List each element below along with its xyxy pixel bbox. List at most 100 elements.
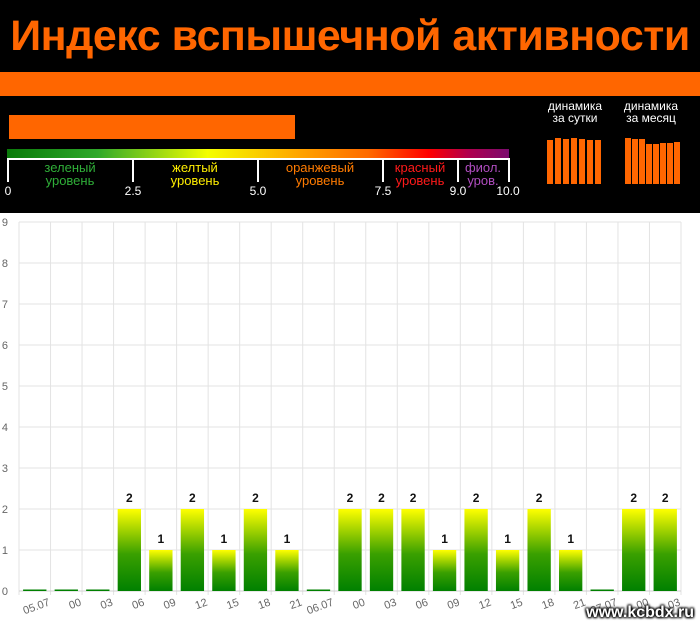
zone-label-line: уров. — [467, 173, 499, 188]
bar — [180, 509, 205, 591]
x-tick-label: 12 — [194, 597, 210, 612]
x-tick-label: 03 — [99, 597, 115, 612]
zone-label-line: зеленый — [44, 160, 96, 175]
scale-tick-label: 2.5 — [124, 184, 142, 198]
x-tick-label: 15 — [225, 597, 241, 612]
zone-label-red: красный уровень — [395, 161, 445, 187]
x-tick-label: 12 — [477, 597, 493, 612]
scale-tick-label: 9.0 — [449, 184, 467, 198]
bar — [23, 589, 47, 591]
activity-scale-gradient — [7, 149, 509, 158]
bar — [590, 589, 614, 591]
bar — [622, 509, 646, 591]
dynamics-bar — [639, 139, 645, 184]
x-tick-label: 06.07 — [305, 597, 335, 618]
bar-data-label: 2 — [378, 491, 385, 505]
dynamics-bar — [632, 139, 638, 184]
zone-label-yellow: желтый уровень — [171, 161, 220, 187]
dynamics-bar — [579, 139, 585, 184]
month-dynamics-label: динамика за месяц — [624, 100, 678, 124]
scale-tick-label: 7.5 — [374, 184, 392, 198]
bar-data-label: 2 — [189, 491, 196, 505]
bar — [306, 589, 331, 591]
scale-tick — [382, 158, 384, 182]
x-tick-label: 03 — [383, 597, 399, 612]
dynamics-bar — [555, 138, 561, 184]
dynamics-bar — [674, 142, 680, 184]
x-tick-label: 21 — [572, 597, 588, 612]
x-tick-label: 09 — [162, 597, 178, 612]
scale-tick — [257, 158, 259, 182]
bar — [369, 509, 394, 591]
zone-label-line: красный — [394, 160, 446, 175]
scale-tick — [7, 158, 9, 182]
bar — [401, 509, 425, 591]
bar — [212, 550, 236, 591]
x-tick-label: 21 — [288, 597, 304, 612]
x-tick-label: 18 — [540, 597, 556, 612]
bar — [243, 509, 268, 591]
scale-tick-label: 5.0 — [249, 184, 267, 198]
x-tick-label: 03 — [666, 597, 682, 612]
bar-data-label: 2 — [473, 491, 480, 505]
bar-data-label: 1 — [158, 532, 165, 546]
bar — [464, 509, 488, 591]
y-tick-label: 3 — [2, 463, 8, 475]
dynamics-bar — [625, 138, 631, 184]
month-dynamics-label-line: за месяц — [626, 111, 676, 125]
x-tick-label: 06 — [131, 597, 147, 612]
bar — [527, 509, 551, 591]
scale-tick — [132, 158, 134, 182]
x-tick-label: 00 — [67, 597, 83, 612]
dynamics-bar — [646, 144, 652, 184]
bar-data-label: 1 — [221, 532, 228, 546]
bar — [275, 550, 299, 591]
bar-data-label: 2 — [662, 491, 669, 505]
bar — [653, 509, 677, 591]
bar-data-label: 1 — [504, 532, 511, 546]
bar — [86, 589, 110, 591]
day-dynamics-label: динамика за сутки — [548, 100, 602, 124]
dynamics-bar — [660, 143, 666, 184]
scale-tick — [457, 158, 459, 182]
zone-label-orange: оранжевый уровень — [286, 161, 354, 187]
y-tick-label: 4 — [2, 422, 8, 434]
bar-data-label: 2 — [410, 491, 417, 505]
zone-label-line: оранжевый — [285, 160, 355, 175]
y-tick-label: 2 — [2, 504, 8, 516]
x-tick-label: 09 — [446, 597, 462, 612]
bar-data-label: 2 — [126, 491, 133, 505]
x-tick-label: 15 — [509, 597, 525, 612]
day-dynamics-label-line: за сутки — [552, 111, 598, 125]
dynamics-bar — [587, 140, 593, 184]
y-tick-label: 0 — [2, 586, 8, 598]
header-panel: Индекс вспышечной активности 0 2.5 5.0 7… — [0, 0, 700, 213]
bar-data-label: 1 — [567, 532, 574, 546]
zone-label-line: уровень — [170, 173, 220, 188]
scale-tick-label: 10.0 — [496, 184, 520, 198]
scale-tick-label: 0 — [4, 184, 12, 198]
page-title: Индекс вспышечной активности — [10, 12, 690, 60]
dynamics-bar — [547, 140, 553, 184]
y-tick-label: 6 — [2, 340, 8, 352]
y-tick-label: 7 — [2, 299, 8, 311]
zone-label-violet: фиол. уров. — [465, 161, 501, 187]
bar — [559, 550, 583, 591]
zone-label-green: зеленый уровень — [44, 161, 95, 187]
day-dynamics-label-line: динамика — [547, 99, 603, 113]
bar — [338, 509, 362, 591]
x-tick-label: 18 — [257, 597, 273, 612]
bar — [432, 550, 457, 591]
x-tick-label: 00 — [351, 597, 367, 612]
zone-label-line: уровень — [395, 173, 445, 188]
zone-label-line: желтый — [172, 160, 218, 175]
y-tick-label: 1 — [2, 545, 8, 557]
bar-data-label: 2 — [252, 491, 259, 505]
y-tick-label: 5 — [2, 381, 8, 393]
dynamics-bar — [595, 140, 601, 184]
dynamics-bar — [653, 144, 659, 184]
dynamics-bar — [667, 143, 673, 184]
bar — [117, 509, 141, 591]
bar-data-label: 1 — [441, 532, 448, 546]
